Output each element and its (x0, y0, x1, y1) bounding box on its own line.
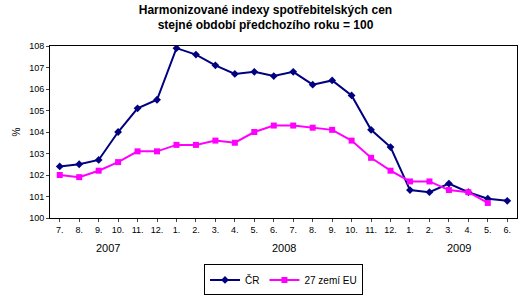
svg-text:102: 102 (29, 170, 44, 180)
svg-text:108: 108 (29, 41, 44, 51)
svg-text:3.: 3. (445, 225, 453, 235)
svg-text:Harmonizované indexy spotřebit: Harmonizované indexy spotřebitelských ce… (139, 3, 392, 33)
svg-text:%: % (11, 127, 22, 136)
svg-text:8.: 8. (309, 225, 317, 235)
svg-text:11.: 11. (365, 225, 377, 235)
svg-text:8.: 8. (75, 225, 83, 235)
svg-text:104: 104 (29, 127, 44, 137)
svg-text:11.: 11. (132, 225, 144, 235)
svg-text:5.: 5. (251, 225, 259, 235)
svg-text:10.: 10. (345, 225, 358, 235)
svg-text:1.: 1. (406, 225, 414, 235)
svg-text:6.: 6. (270, 225, 278, 235)
svg-text:101: 101 (29, 192, 44, 202)
svg-text:107: 107 (29, 63, 44, 73)
svg-text:3.: 3. (212, 225, 220, 235)
svg-text:2009: 2009 (447, 242, 471, 254)
svg-text:5.: 5. (484, 225, 492, 235)
svg-text:103: 103 (29, 149, 44, 159)
svg-text:2.: 2. (192, 225, 200, 235)
svg-text:4.: 4. (231, 225, 239, 235)
svg-text:2.: 2. (426, 225, 434, 235)
svg-text:105: 105 (29, 106, 44, 116)
svg-text:7.: 7. (289, 225, 297, 235)
svg-text:2008: 2008 (272, 242, 296, 254)
svg-text:6.: 6. (504, 225, 512, 235)
svg-text:2007: 2007 (96, 242, 120, 254)
svg-text:4.: 4. (465, 225, 473, 235)
svg-text:12.: 12. (151, 225, 164, 235)
svg-text:9.: 9. (328, 225, 336, 235)
svg-text:10.: 10. (112, 225, 125, 235)
svg-text:27 zemí EU: 27 zemí EU (304, 275, 356, 286)
svg-text:100: 100 (29, 213, 44, 223)
svg-text:7.: 7. (56, 225, 64, 235)
svg-text:1.: 1. (173, 225, 181, 235)
svg-text:106: 106 (29, 84, 44, 94)
svg-text:ČR: ČR (245, 274, 259, 286)
svg-text:9.: 9. (95, 225, 103, 235)
svg-text:12.: 12. (384, 225, 397, 235)
